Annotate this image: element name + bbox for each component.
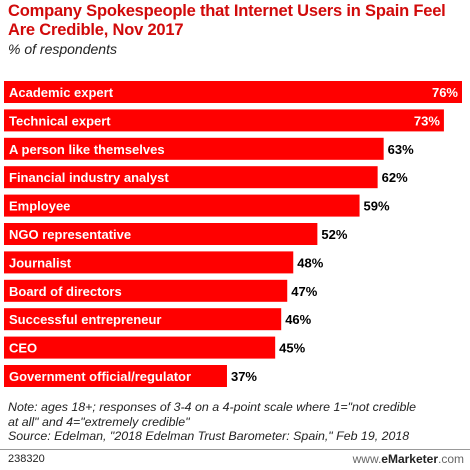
- value-label: 37%: [231, 369, 257, 384]
- value-label: 48%: [297, 255, 323, 270]
- chart-title: Company Spokespeople that Internet Users…: [8, 2, 446, 39]
- category-label: Academic expert: [9, 85, 114, 100]
- value-label: 46%: [285, 312, 311, 327]
- bar: [4, 251, 294, 274]
- footer-divider: [0, 449, 470, 450]
- category-label: Technical expert: [9, 113, 111, 128]
- category-label: CEO: [9, 341, 37, 356]
- bar: [4, 223, 318, 245]
- value-label: 73%: [414, 113, 440, 128]
- value-label: 63%: [388, 142, 414, 157]
- bar: [4, 194, 360, 217]
- value-label: 76%: [432, 85, 458, 100]
- value-label: 47%: [291, 284, 317, 299]
- note-line-1: Note: ages 18+; responses of 3-4 on a 4-…: [8, 400, 417, 414]
- value-label: 52%: [321, 227, 347, 242]
- chart-subtitle: % of respondents: [8, 41, 117, 57]
- brand-prefix: www.: [352, 452, 382, 466]
- bar-chart: Academic expert 76% Technical expert 73% A p…: [4, 81, 462, 387]
- category-label: Journalist: [9, 255, 72, 270]
- category-label: Employee: [9, 199, 70, 214]
- bar: [4, 109, 444, 132]
- source-line: Source: Edelman, "2018 Edelman Trust Bar…: [8, 429, 410, 443]
- bar: [4, 279, 288, 302]
- value-label: 59%: [364, 199, 390, 214]
- category-label: Successful entrepreneur: [9, 312, 161, 327]
- bar: [4, 336, 276, 359]
- category-label: Financial industry analyst: [9, 170, 169, 185]
- bar: [4, 308, 282, 331]
- brand-suffix: .com: [437, 452, 464, 466]
- value-label: 45%: [279, 341, 305, 356]
- bar: [4, 137, 384, 160]
- category-label: Government official/regulator: [9, 369, 191, 384]
- chart-note: Note: ages 18+; responses of 3-4 on a 4-…: [8, 400, 466, 444]
- bar: [4, 365, 227, 387]
- bar: [4, 166, 378, 189]
- note-line-2: at all" and 4="extremely credible": [8, 414, 190, 429]
- chart-id: 238320: [8, 453, 45, 465]
- category-label: Board of directors: [9, 284, 122, 299]
- brand-name: eMarketer: [381, 452, 438, 466]
- category-label: NGO representative: [9, 227, 131, 242]
- value-label: 62%: [382, 170, 408, 185]
- bar: [4, 81, 462, 103]
- category-label: A person like themselves: [9, 142, 165, 157]
- brand-logo: www.eMarketer.com: [353, 452, 464, 466]
